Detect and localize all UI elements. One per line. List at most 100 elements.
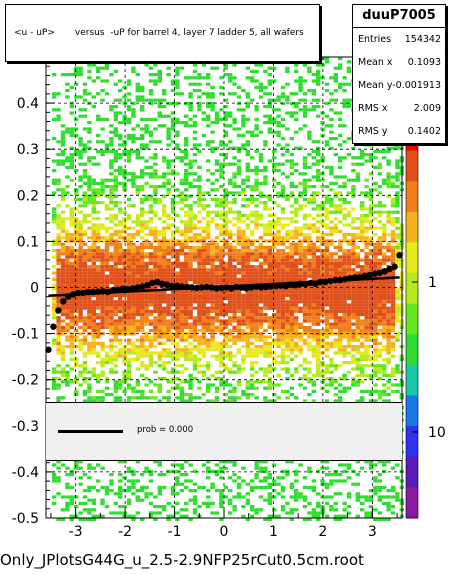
y-tick-label: 0.2 — [17, 188, 39, 204]
profile-point — [154, 278, 161, 286]
y-tick-label: -0.2 — [12, 373, 39, 389]
profile-point — [168, 282, 176, 290]
profile-point — [69, 291, 77, 298]
profile-point — [292, 281, 299, 289]
colorbar-segment — [406, 456, 418, 488]
profile-point — [361, 272, 369, 280]
fit-legend: prob = 0.000 — [46, 402, 402, 461]
title-box: <u - uP> versus -uP for barrel 4, layer … — [5, 4, 320, 62]
profile-point — [396, 252, 403, 259]
y-tick-label: -0.5 — [12, 511, 39, 527]
profile-point — [346, 275, 354, 282]
profile-point — [307, 279, 314, 287]
colorbar-segment — [406, 487, 418, 519]
profile-point — [223, 284, 230, 291]
profile-point — [386, 265, 393, 273]
profile-point — [163, 281, 171, 288]
x-tick-label: 2 — [318, 524, 327, 540]
profile-point — [371, 270, 379, 277]
colorbar-segment — [406, 364, 418, 397]
profile-point — [327, 277, 334, 285]
profile-point — [55, 307, 62, 314]
file-name: Only_JPlotsG44G_u_2.5-2.9NFP25rCut0.5cm.… — [0, 551, 364, 569]
profile-point — [149, 279, 156, 287]
stats-row-rms-y: RMS y 0.1402 — [353, 120, 445, 143]
x-tick-label: -2 — [118, 524, 132, 540]
profile-point — [188, 284, 196, 291]
profile-point — [109, 287, 116, 294]
profile-point — [139, 283, 146, 290]
profile-point — [272, 282, 280, 290]
profile-point — [89, 288, 97, 296]
y-tick-label: 0.4 — [17, 96, 39, 112]
colorbar-segment — [406, 273, 418, 305]
colorbar-tick-label: 10 — [428, 425, 446, 441]
stats-title: duuP7005 — [353, 5, 445, 28]
profile-point — [252, 283, 260, 290]
profile-point — [104, 288, 112, 296]
profile-point — [351, 274, 359, 281]
profile-point — [198, 284, 205, 291]
colorbar-segment — [406, 242, 418, 274]
profile-point — [233, 283, 240, 291]
stats-row-entries: Entries 154342 — [353, 28, 445, 51]
profile-point — [79, 289, 87, 297]
profile-point — [381, 268, 388, 275]
stats-value: 154342 — [404, 34, 441, 45]
colorbar-segment — [406, 334, 418, 366]
y-tick-label: 0.1 — [17, 234, 39, 250]
profile-point — [50, 323, 57, 330]
colorbar-segment — [406, 303, 418, 335]
plot-title: <u - uP> versus -uP for barrel 4, layer … — [14, 28, 304, 38]
stats-row-mean-y: Mean y -0.001913 — [353, 74, 445, 97]
profile-point — [341, 276, 349, 283]
stats-row-rms-x: RMS x 2.009 — [353, 97, 445, 120]
stats-label: RMS y — [358, 126, 388, 137]
colorbar-segment — [406, 211, 418, 243]
profile-point — [45, 346, 52, 353]
profile-point — [277, 282, 285, 289]
profile-point — [336, 276, 344, 284]
profile-point — [243, 285, 250, 292]
profile-point — [119, 285, 126, 293]
profile-point — [84, 288, 92, 296]
stats-label: Mean x — [358, 57, 393, 68]
profile-point — [247, 284, 255, 291]
colorbar-segment — [406, 150, 418, 182]
colorbar-segment — [406, 395, 418, 427]
profile-point — [74, 289, 82, 297]
profile-point — [124, 286, 131, 293]
x-tick-label: 3 — [368, 524, 377, 540]
y-tick-label: 0.3 — [17, 142, 39, 158]
colorbar-segment — [406, 181, 418, 213]
profile-point — [94, 288, 102, 295]
profile-point — [183, 283, 191, 291]
profile-point — [287, 281, 294, 288]
x-tick-label: 0 — [220, 524, 229, 540]
profile-point — [267, 283, 275, 290]
legend-label: prob = 0.000 — [137, 425, 194, 435]
profile-point — [208, 284, 215, 291]
stats-value: 0.1093 — [407, 57, 441, 68]
profile-point — [238, 284, 245, 291]
stats-row-mean-x: Mean x 0.1093 — [353, 51, 445, 74]
stats-value: 0.1402 — [407, 126, 441, 137]
profile-point — [193, 284, 201, 292]
y-tick-label: -0.3 — [12, 419, 39, 435]
profile-point — [218, 284, 225, 292]
profile-point — [228, 285, 235, 292]
profile-point — [99, 287, 107, 295]
profile-point — [134, 284, 141, 291]
y-tick-label: 0 — [30, 281, 39, 297]
y-tick-label: -0.4 — [12, 465, 39, 481]
x-tick-label: -1 — [168, 524, 182, 540]
profile-point — [129, 285, 136, 292]
profile-point — [302, 281, 309, 288]
stats-label: RMS x — [358, 103, 388, 114]
profile-point — [322, 278, 329, 286]
profile-point — [332, 276, 339, 284]
profile-point — [262, 283, 270, 291]
profile-point — [356, 274, 364, 281]
stats-label: Entries — [358, 34, 392, 45]
colorbar-segment — [406, 426, 418, 458]
